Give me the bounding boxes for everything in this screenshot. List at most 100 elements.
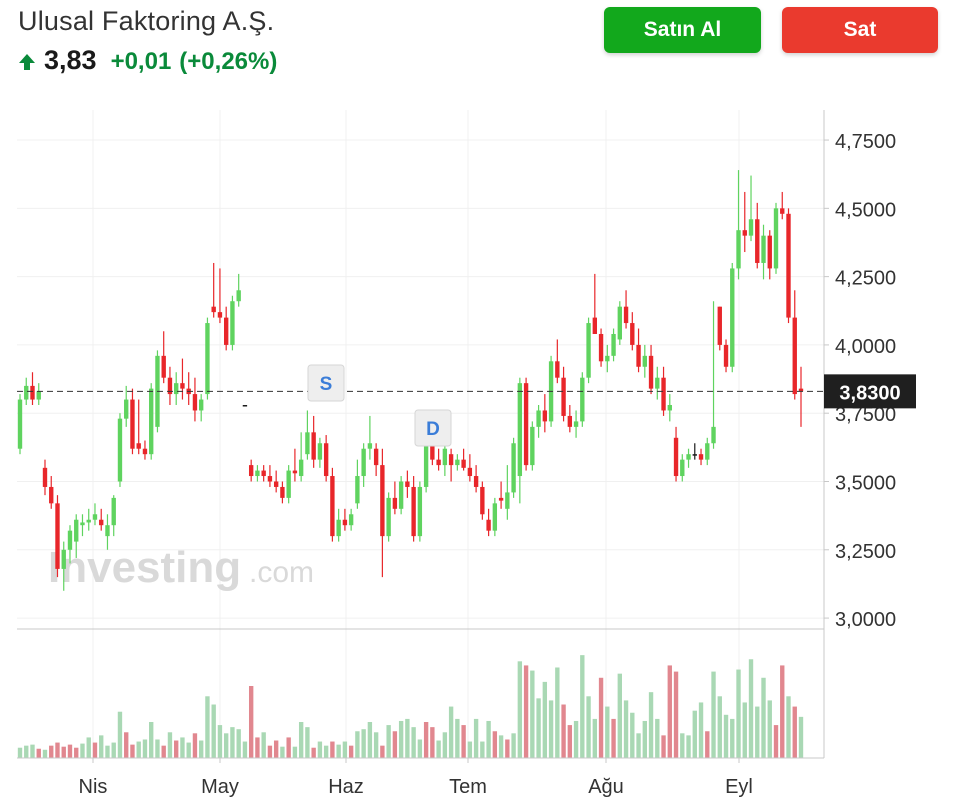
- candle-body: [473, 476, 479, 487]
- volume-bar: [461, 725, 466, 758]
- candle-body: [511, 443, 516, 493]
- y-tick-label: 3,0000: [835, 609, 896, 631]
- volume-bar: [17, 747, 23, 758]
- volume-bar: [505, 739, 510, 758]
- volume-bar: [736, 669, 741, 758]
- candle-body: [211, 306, 216, 313]
- candle-body: [298, 459, 304, 477]
- candle-body: [755, 219, 760, 263]
- volume-bar: [555, 667, 560, 758]
- volume-bar: [392, 731, 398, 758]
- price-chart[interactable]: Investing .com SD 4,75004,50004,25004,00…: [0, 100, 960, 808]
- candle-body: [24, 385, 29, 400]
- candle-body: [142, 448, 148, 455]
- last-price: 3,83: [44, 45, 97, 75]
- volume-bar: [473, 718, 479, 758]
- candle-body: [99, 519, 104, 526]
- volume-bar: [74, 747, 79, 758]
- candle-body: [661, 377, 666, 411]
- volume-bar: [686, 735, 691, 758]
- volume-bar: [755, 706, 760, 758]
- volume-bar: [130, 744, 135, 758]
- candle-body: [17, 399, 23, 449]
- candle-body: [305, 432, 310, 455]
- volume-bar: [223, 733, 229, 758]
- candle-body: [767, 235, 772, 269]
- volume-bar: [205, 696, 210, 758]
- candle-body: [605, 355, 610, 362]
- volume-bar: [586, 696, 591, 758]
- candle-body: [480, 486, 485, 515]
- volume-bars: [17, 655, 804, 758]
- candle-body: [692, 454, 697, 456]
- last-price-label-text: 3,8300: [839, 382, 900, 404]
- volume-bar: [355, 731, 360, 758]
- volume-bar: [467, 741, 473, 758]
- volume-bar: [730, 718, 735, 758]
- candle-body: [342, 519, 348, 526]
- volume-bar: [67, 744, 73, 758]
- volume-bar: [405, 718, 410, 758]
- volume-bar: [49, 745, 54, 758]
- volume-bar: [86, 737, 91, 758]
- volume-bar: [536, 698, 541, 758]
- candle-body: [136, 443, 141, 449]
- volume-bar: [55, 742, 60, 758]
- candle-body: [530, 426, 535, 466]
- candle-body: [286, 470, 291, 498]
- candle-body: [448, 454, 454, 466]
- volume-bar: [523, 665, 529, 758]
- candle-body: [792, 317, 797, 395]
- last-price-label-bg: [824, 374, 916, 409]
- volume-bar: [767, 700, 772, 758]
- volume-bar: [323, 745, 329, 758]
- candle-body: [236, 290, 241, 302]
- volume-bar: [661, 735, 666, 758]
- candle-body: [167, 377, 173, 395]
- volume-bar: [361, 729, 366, 758]
- volume-bar: [667, 665, 672, 758]
- volume-bar: [530, 670, 535, 758]
- volume-bar: [567, 725, 573, 758]
- volume-bar: [717, 696, 722, 758]
- x-tick-label: Eyl: [725, 776, 753, 798]
- candle-body: [86, 519, 91, 523]
- candle-body: [417, 486, 423, 537]
- volume-bar: [542, 681, 548, 758]
- price-change: +0,01: [110, 48, 172, 75]
- instrument-title: Ulusal Faktoring A.Ş.: [18, 6, 275, 36]
- y-tick-label: 3,5000: [835, 472, 896, 494]
- volume-bar: [167, 732, 173, 758]
- volume-bar: [124, 732, 129, 758]
- volume-bar: [92, 742, 98, 758]
- volume-bar: [211, 704, 216, 758]
- x-tick-label: Haz: [328, 776, 364, 798]
- volume-bar: [705, 731, 710, 758]
- candle-body: [117, 418, 123, 482]
- candle-body: [786, 213, 791, 318]
- volume-bar: [311, 747, 316, 758]
- volume-bar: [492, 731, 498, 758]
- candle-body: [542, 410, 548, 422]
- candle-body: [698, 454, 704, 460]
- volume-bar: [230, 727, 235, 758]
- candle-body: [248, 465, 254, 477]
- x-axis-labels: Nis May Haz Tem Ağu Eyl: [79, 758, 753, 798]
- y-tick-label: 3,7500: [835, 404, 896, 426]
- volume-bar: [748, 659, 754, 758]
- sell-button[interactable]: Sat: [782, 7, 938, 53]
- buy-button[interactable]: Satın Al: [604, 7, 761, 53]
- y-tick-label: 4,2500: [835, 268, 896, 290]
- candle-body: [192, 394, 198, 411]
- event-marker-box: [414, 409, 452, 447]
- candle-body: [261, 470, 266, 477]
- volume-bar: [623, 700, 629, 758]
- volume-bar: [517, 661, 523, 758]
- volume-bar: [680, 733, 685, 758]
- volume-bar: [267, 745, 273, 758]
- candle-body: [92, 514, 98, 520]
- candle-body: [505, 492, 510, 509]
- candle-body: [442, 448, 448, 466]
- candle-body: [461, 459, 466, 468]
- y-axis-labels: 4,7500 4,5000 4,2500 4,0000 3,7500 3,5000 3,25…: [824, 131, 896, 631]
